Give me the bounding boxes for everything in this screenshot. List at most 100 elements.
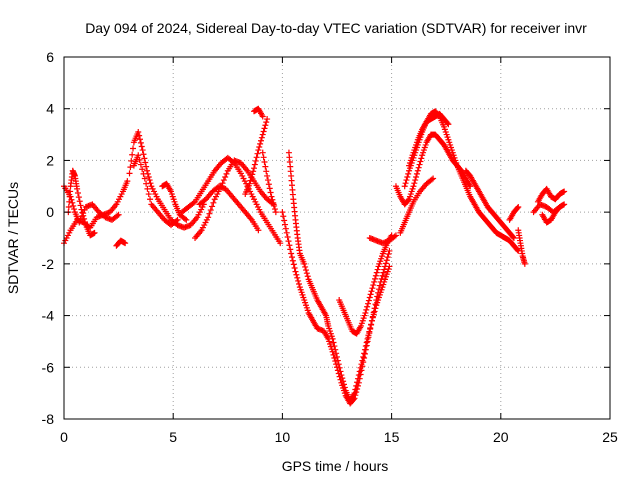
x-tick-label: 15 bbox=[384, 429, 400, 445]
data-point bbox=[135, 128, 142, 135]
data-point bbox=[250, 168, 257, 175]
data-point bbox=[382, 260, 389, 267]
data-point bbox=[374, 293, 381, 300]
data-point bbox=[365, 300, 372, 307]
series-sat-aa bbox=[539, 203, 563, 226]
data-point bbox=[259, 131, 266, 138]
data-point bbox=[127, 164, 134, 171]
y-axis-ticks: -8 -6 -4 -2 0 2 4 6 bbox=[42, 49, 610, 427]
data-point bbox=[363, 306, 370, 313]
data-point bbox=[66, 198, 73, 205]
data-point bbox=[302, 263, 309, 270]
series-sat-l bbox=[251, 105, 266, 120]
data-point bbox=[289, 254, 296, 261]
data-point bbox=[257, 140, 264, 147]
data-point bbox=[514, 205, 521, 212]
series-sat-t bbox=[406, 110, 452, 169]
data-point bbox=[351, 395, 358, 402]
series-sat-o bbox=[279, 209, 393, 407]
data-point bbox=[411, 180, 418, 187]
data-point bbox=[281, 217, 288, 224]
data-point bbox=[251, 165, 258, 172]
data-point bbox=[262, 163, 269, 170]
data-point bbox=[205, 214, 212, 221]
data-point bbox=[290, 261, 297, 268]
data-point bbox=[256, 143, 263, 150]
data-point bbox=[295, 281, 302, 288]
data-point bbox=[143, 163, 150, 170]
data-point bbox=[367, 291, 374, 298]
data-point bbox=[181, 215, 188, 222]
data-point bbox=[381, 266, 388, 273]
data-point bbox=[81, 218, 88, 225]
data-point bbox=[288, 250, 295, 257]
data-point bbox=[401, 183, 408, 190]
y-tick-label: 0 bbox=[46, 204, 54, 220]
x-tick-label: 10 bbox=[275, 429, 291, 445]
data-point bbox=[337, 376, 344, 383]
x-axis-label: GPS time / hours bbox=[282, 458, 389, 474]
data-point bbox=[183, 216, 190, 223]
data-point bbox=[302, 267, 309, 274]
data-point bbox=[334, 367, 341, 374]
series-sat-u bbox=[397, 175, 437, 236]
data-point bbox=[287, 246, 294, 253]
data-point bbox=[270, 199, 277, 206]
data-point bbox=[295, 277, 302, 284]
data-point bbox=[65, 203, 72, 210]
data-point bbox=[259, 113, 266, 120]
data-point bbox=[330, 339, 337, 346]
data-point bbox=[382, 263, 389, 270]
data-point bbox=[286, 242, 293, 249]
data-point bbox=[70, 202, 77, 209]
data-point bbox=[430, 175, 437, 182]
data-point bbox=[230, 158, 237, 165]
data-point bbox=[335, 370, 342, 377]
data-point bbox=[355, 379, 362, 386]
data-point bbox=[254, 150, 261, 157]
data-point bbox=[383, 257, 390, 264]
data-point bbox=[377, 278, 384, 285]
series-sat-i bbox=[178, 154, 284, 247]
data-point bbox=[266, 185, 273, 192]
data-point bbox=[252, 157, 259, 164]
data-point bbox=[362, 346, 369, 353]
data-point bbox=[362, 309, 369, 316]
y-axis-label: SDTVAR / TECUs bbox=[5, 182, 21, 294]
data-point bbox=[361, 350, 368, 357]
data-point bbox=[264, 116, 271, 123]
data-point bbox=[331, 354, 338, 361]
data-point bbox=[249, 171, 256, 178]
data-point bbox=[139, 147, 146, 154]
data-point bbox=[373, 269, 380, 276]
data-point bbox=[384, 254, 391, 261]
data-point bbox=[141, 175, 148, 182]
series-sat-f bbox=[130, 152, 181, 229]
data-point bbox=[371, 278, 378, 285]
data-point bbox=[174, 216, 181, 223]
data-point bbox=[285, 238, 292, 245]
data-point bbox=[391, 233, 398, 240]
data-point bbox=[370, 309, 377, 316]
data-point bbox=[413, 170, 420, 177]
data-point bbox=[358, 367, 365, 374]
data-point bbox=[269, 196, 276, 203]
data-point bbox=[372, 275, 379, 282]
data-point bbox=[515, 203, 522, 210]
data-point bbox=[403, 177, 410, 184]
data-point bbox=[334, 353, 340, 360]
data-point bbox=[352, 392, 359, 399]
data-point bbox=[369, 313, 376, 320]
data-point bbox=[260, 154, 267, 161]
data-point bbox=[258, 134, 265, 141]
data-point bbox=[372, 301, 379, 308]
data-point bbox=[145, 173, 152, 180]
series-sat-b bbox=[61, 183, 122, 226]
data-point bbox=[222, 173, 229, 180]
data-point bbox=[561, 188, 568, 195]
series-sat-s bbox=[401, 108, 522, 254]
series-sat-e bbox=[126, 128, 207, 231]
data-point bbox=[173, 217, 180, 224]
data-point bbox=[264, 172, 271, 179]
